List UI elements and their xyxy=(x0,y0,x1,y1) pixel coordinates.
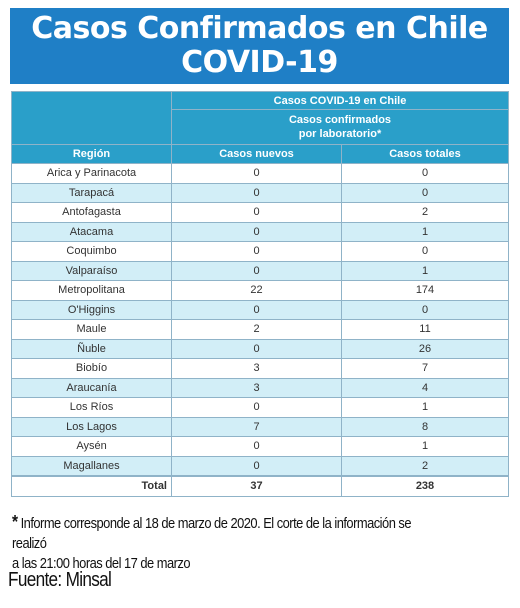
region-cell: Atacama xyxy=(11,221,172,242)
sub-header: Casos confirmados por laboratorio* xyxy=(171,109,509,145)
new-cases-cell: 0 xyxy=(171,338,342,359)
region-cell: Araucanía xyxy=(11,377,172,398)
total-cases-cell: 11 xyxy=(341,319,509,340)
total-cases-cell: 0 xyxy=(341,299,509,320)
new-cases-cell: 0 xyxy=(171,299,342,320)
footnote-line2: a las 21:00 horas del 17 de marzo xyxy=(12,555,191,572)
total-cases-cell: 8 xyxy=(341,416,509,437)
total-cases-cell: 4 xyxy=(341,377,509,398)
region-cell: Biobío xyxy=(11,358,172,379)
table-row: Antofagasta 0 2 xyxy=(11,202,509,223)
region-cell: Aysén xyxy=(11,436,172,457)
region-cell: O'Higgins xyxy=(11,299,172,320)
footnote-star: * xyxy=(12,512,18,532)
total-cases-cell: 174 xyxy=(341,280,509,301)
total-label: Total xyxy=(11,475,172,497)
new-cases-cell: 0 xyxy=(171,241,342,262)
total-cases-cell: 0 xyxy=(341,163,509,184)
table-row: O'Higgins 0 0 xyxy=(11,299,509,320)
new-cases-cell: 0 xyxy=(171,436,342,457)
total-cases-cell: 0 xyxy=(341,241,509,262)
table-row: Ñuble 0 26 xyxy=(11,338,509,359)
table-row: Arica y Parinacota 0 0 xyxy=(11,163,509,184)
region-cell: Maule xyxy=(11,319,172,340)
table-row: Valparaíso 0 1 xyxy=(11,260,509,281)
new-cases-cell: 0 xyxy=(171,397,342,418)
col-header-region: Región xyxy=(11,144,172,164)
table-row: Los Ríos 0 1 xyxy=(11,397,509,418)
footnote: * Informe corresponde al 18 de marzo de … xyxy=(12,512,442,574)
total-cases-cell: 1 xyxy=(341,436,509,457)
new-cases-cell: 0 xyxy=(171,182,342,203)
sub-header-line1: Casos confirmados xyxy=(288,114,392,126)
group-header: Casos COVID-19 en Chile xyxy=(171,91,509,110)
new-cases-cell: 3 xyxy=(171,358,342,379)
new-cases-cell: 0 xyxy=(171,202,342,223)
table-row: Aysén 0 1 xyxy=(11,436,509,457)
header-blank xyxy=(11,91,172,145)
total-new: 37 xyxy=(171,475,342,497)
total-cases-cell: 2 xyxy=(341,202,509,223)
col-header-new: Casos nuevos xyxy=(171,144,342,164)
title-line1: Casos Confirmados en Chile xyxy=(31,11,488,46)
source-label: Fuente: Minsal xyxy=(8,569,112,591)
region-cell: Valparaíso xyxy=(11,260,172,281)
new-cases-cell: 0 xyxy=(171,260,342,281)
table-row: Maule 2 11 xyxy=(11,319,509,340)
region-cell: Los Ríos xyxy=(11,397,172,418)
new-cases-cell: 0 xyxy=(171,455,342,477)
title-line2: COVID-19 xyxy=(181,45,338,80)
table-row: Metropolitana 22 174 xyxy=(11,280,509,301)
total-cases-cell: 1 xyxy=(341,260,509,281)
sub-header-line2: por laboratorio* xyxy=(298,128,382,140)
table-row: Tarapacá 0 0 xyxy=(11,182,509,203)
region-cell: Metropolitana xyxy=(11,280,172,301)
region-cell: Magallanes xyxy=(11,455,172,477)
region-cell: Arica y Parinacota xyxy=(11,163,172,184)
region-cell: Tarapacá xyxy=(11,182,172,203)
region-cell: Antofagasta xyxy=(11,202,172,223)
new-cases-cell: 0 xyxy=(171,221,342,242)
new-cases-cell: 2 xyxy=(171,319,342,340)
new-cases-cell: 22 xyxy=(171,280,342,301)
new-cases-cell: 3 xyxy=(171,377,342,398)
total-cases-cell: 0 xyxy=(341,182,509,203)
table-row: Los Lagos 7 8 xyxy=(11,416,509,437)
footnote-line1: Informe corresponde al 18 de marzo de 20… xyxy=(12,515,412,552)
cases-table: Casos COVID-19 en Chile Casos confirmado… xyxy=(11,91,509,497)
cases-table-wrapper: Casos COVID-19 en Chile Casos confirmado… xyxy=(11,91,509,497)
region-cell: Coquimbo xyxy=(11,241,172,262)
total-cases-cell: 2 xyxy=(341,455,509,477)
col-header-total: Casos totales xyxy=(341,144,509,164)
table-row: Coquimbo 0 0 xyxy=(11,241,509,262)
total-cases-cell: 26 xyxy=(341,338,509,359)
total-cases-cell: 1 xyxy=(341,397,509,418)
region-cell: Los Lagos xyxy=(11,416,172,437)
table-row: Atacama 0 1 xyxy=(11,221,509,242)
table-row: Araucanía 3 4 xyxy=(11,377,509,398)
total-cases-cell: 7 xyxy=(341,358,509,379)
table-row: Biobío 3 7 xyxy=(11,358,509,379)
total-total: 238 xyxy=(341,475,509,497)
new-cases-cell: 7 xyxy=(171,416,342,437)
total-row: Total 37 238 xyxy=(11,475,509,497)
table-row: Magallanes 0 2 xyxy=(11,455,509,477)
total-cases-cell: 1 xyxy=(341,221,509,242)
title-banner: Casos Confirmados en Chile COVID-19 xyxy=(10,8,509,84)
region-cell: Ñuble xyxy=(11,338,172,359)
new-cases-cell: 0 xyxy=(171,163,342,184)
